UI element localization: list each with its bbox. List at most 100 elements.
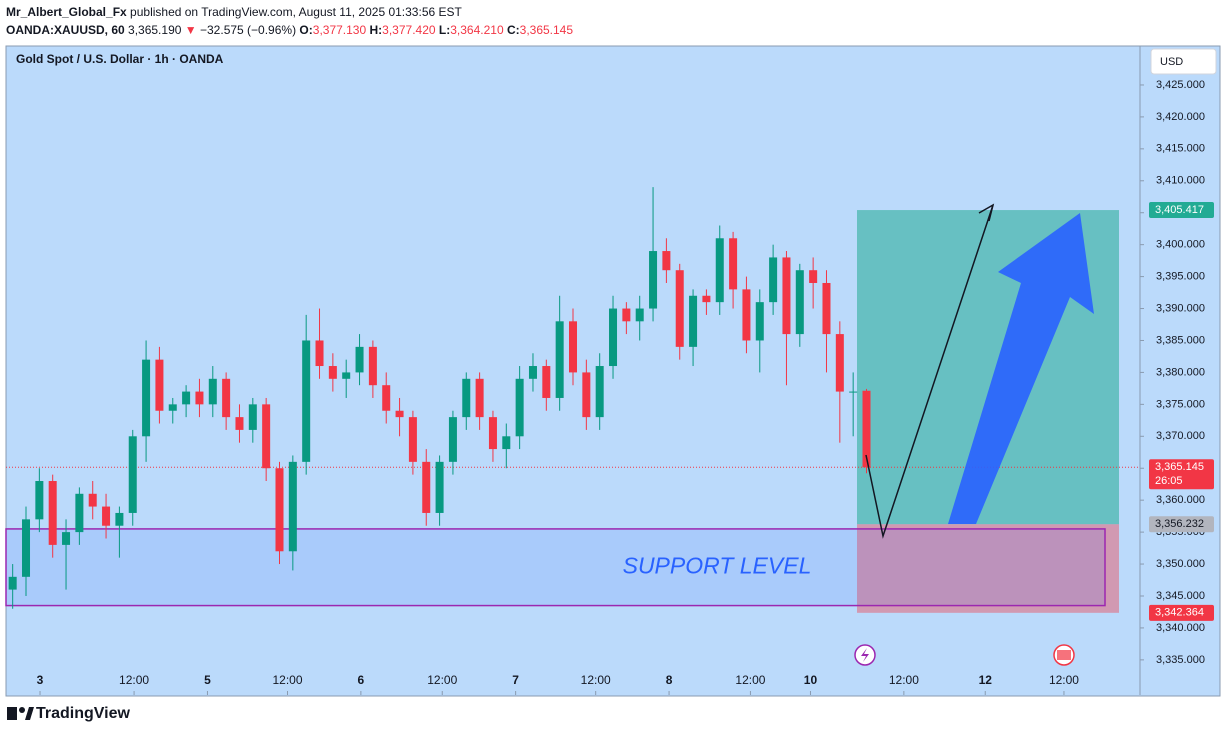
- y-tick-label: 3,340.000: [1156, 622, 1205, 634]
- y-tick-label: 3,375.000: [1156, 398, 1205, 410]
- candle-body: [182, 391, 191, 405]
- target-zone: [857, 210, 1119, 525]
- y-tick-label: 3,355.000: [1156, 526, 1205, 538]
- candle-body: [88, 493, 97, 507]
- y-tick-label: 3,390.000: [1156, 302, 1205, 314]
- ohlc-line: OANDA:XAUUSD, 60 3,365.190 ▼ −32.575 (−0…: [6, 23, 573, 37]
- l: 3,364.210: [450, 23, 504, 37]
- brand: TradingView: [36, 705, 131, 722]
- chart-title: Gold Spot / U.S. Dollar · 1h · OANDA: [16, 52, 224, 66]
- candle-body: [62, 532, 71, 545]
- candle-body: [689, 295, 698, 347]
- stop-tag: [1149, 604, 1214, 621]
- candle-body: [22, 519, 31, 577]
- logo: [7, 707, 34, 720]
- y-tick-label: 3,395.000: [1156, 271, 1205, 283]
- y-tick-label: 3,400.000: [1156, 239, 1205, 251]
- arrow: ▼: [184, 23, 197, 37]
- l-label: L:: [438, 23, 451, 37]
- candle-body: [328, 366, 337, 379]
- candle-body: [502, 436, 511, 450]
- currency-button[interactable]: [1150, 48, 1217, 75]
- candle-body: [528, 366, 537, 379]
- h: 3,377.420: [382, 23, 436, 37]
- candle-body: [422, 461, 431, 513]
- candle-body: [275, 468, 284, 552]
- path-arrow: [865, 204, 994, 539]
- candle-body: [408, 417, 417, 462]
- candle-body: [302, 340, 311, 462]
- x-tick-label: 12:00: [1049, 673, 1079, 687]
- candle-body: [702, 295, 711, 303]
- c: 3,365.145: [519, 23, 574, 37]
- y-tick-label: 3,405.000: [1156, 207, 1205, 219]
- o-label: O:: [299, 23, 313, 37]
- candle-body: [75, 493, 84, 533]
- candle-body: [742, 289, 751, 341]
- candle-body: [235, 417, 244, 430]
- x-tick-label: 12:00: [119, 673, 149, 687]
- x-tick-label: 12:00: [735, 673, 765, 687]
- x-tick-label: 12:00: [272, 673, 302, 687]
- candle-body: [382, 385, 391, 411]
- last: 3,365.190: [128, 23, 182, 37]
- candle-body: [809, 270, 818, 283]
- candle-body: [555, 321, 564, 398]
- candle-body: [435, 461, 444, 513]
- candle-body: [288, 461, 297, 552]
- candle-body: [622, 308, 631, 322]
- stop-tag-label: 3,342.364: [1155, 607, 1204, 619]
- change: −32.575 (−0.96%): [200, 23, 297, 37]
- y-tick-label: 3,385.000: [1156, 334, 1205, 346]
- x-tick-label: 12: [979, 673, 993, 687]
- publish-line: Mr_Albert_Global_Fx published on Trading…: [6, 5, 462, 19]
- candle-body: [475, 378, 484, 418]
- candle-body: [849, 391, 858, 393]
- candle-body: [715, 238, 724, 303]
- candle-body: [609, 308, 618, 367]
- x-tick-label: 5: [204, 673, 211, 687]
- entry-tag: [1149, 516, 1214, 533]
- candle-body: [448, 417, 457, 462]
- flag-icon: [1053, 644, 1075, 666]
- candle-body: [755, 302, 764, 341]
- candle-body: [782, 257, 791, 335]
- symbol: OANDA:XAUUSD, 60: [6, 23, 125, 37]
- candle-body: [488, 417, 497, 450]
- candle-body: [729, 238, 738, 290]
- target-tag-label: 3,405.417: [1155, 204, 1204, 216]
- currency: USD: [1160, 56, 1183, 68]
- candle-body: [675, 270, 684, 347]
- entry-tag-label: 3,356.232: [1155, 518, 1204, 530]
- candle-body: [595, 366, 604, 418]
- candle-body: [355, 346, 364, 373]
- arrow-head: [978, 203, 995, 222]
- candle-body: [568, 321, 578, 373]
- candle-body: [862, 390, 871, 468]
- candle-body: [35, 481, 44, 520]
- x-tick-label: 12:00: [581, 673, 611, 687]
- support-label: SUPPORT LEVEL: [623, 552, 812, 578]
- candle-body: [168, 404, 177, 411]
- candle-body: [582, 372, 591, 418]
- author: Mr_Albert_Global_Fx: [6, 5, 127, 19]
- candle-body: [155, 359, 164, 411]
- current-tag: [1149, 459, 1214, 490]
- event-icon: [854, 644, 876, 666]
- candle-body: [8, 576, 17, 590]
- y-tick-label: 3,360.000: [1156, 494, 1205, 506]
- support-zone: [5, 528, 1106, 607]
- candle-body: [195, 391, 204, 405]
- candle-body: [48, 481, 57, 545]
- x-tick-label: 8: [666, 673, 673, 687]
- candle-body: [662, 251, 671, 271]
- y-tick-label: 3,410.000: [1156, 175, 1205, 187]
- y-tick-label: 3,415.000: [1156, 143, 1205, 155]
- x-tick-label: 6: [358, 673, 365, 687]
- blue-arrow: [948, 213, 1094, 524]
- x-tick-label: 7: [512, 673, 519, 687]
- candle-body: [262, 404, 271, 469]
- candle-body: [395, 410, 404, 418]
